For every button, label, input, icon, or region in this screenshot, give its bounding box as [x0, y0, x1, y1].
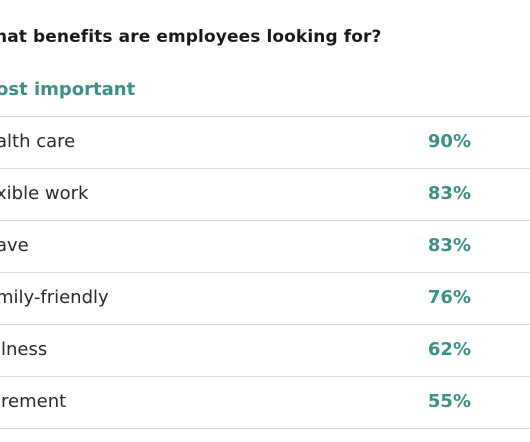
row-label: ave: [0, 235, 29, 256]
row-value: 83%: [427, 183, 471, 204]
row-label: mily-friendly: [0, 287, 109, 308]
section-heading: ost important: [0, 79, 136, 100]
table-row: ave 83%: [0, 220, 530, 272]
page-title: hat benefits are employees looking for?: [0, 27, 382, 47]
table-row: mily-friendly 76%: [0, 272, 530, 324]
benefits-table: alth care 90% xible work 83% ave 83% mil…: [0, 116, 530, 429]
table-row: xible work 83%: [0, 168, 530, 220]
row-value: 90%: [427, 131, 471, 152]
row-value: 76%: [427, 287, 471, 308]
row-label: irement: [0, 391, 67, 412]
row-label: llness: [0, 339, 48, 360]
row-label: alth care: [0, 131, 76, 152]
row-value: 62%: [427, 339, 471, 360]
table-row: irement 55%: [0, 376, 530, 429]
table-row: alth care 90%: [0, 116, 530, 168]
table-row: llness 62%: [0, 324, 530, 376]
row-value: 55%: [427, 391, 471, 412]
row-value: 83%: [427, 235, 471, 256]
row-label: xible work: [0, 183, 89, 204]
